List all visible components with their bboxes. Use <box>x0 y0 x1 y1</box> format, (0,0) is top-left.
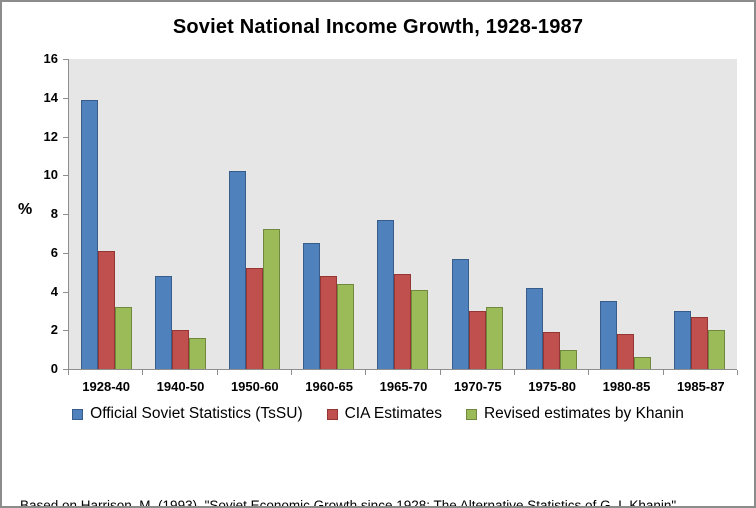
legend-swatch-icon <box>465 408 477 420</box>
bar-1975-80-official-soviet-statistics-tssu <box>525 288 543 369</box>
y-tick-mark <box>63 97 68 99</box>
legend-label: Official Soviet Statistics (TsSU) <box>90 405 303 422</box>
legend: Official Soviet Statistics (TsSU) CIA Est… <box>2 405 754 423</box>
x-tick-mark <box>217 370 218 375</box>
bar-1950-60-official-soviet-statistics-tssu <box>229 171 247 369</box>
bar-1970-75-revised-estimates-by-khanin <box>485 307 503 369</box>
y-tick-mark <box>63 175 68 177</box>
bar-group-1928-40 <box>69 59 143 369</box>
bar-1940-50-revised-estimates-by-khanin <box>188 338 206 369</box>
y-tick-mark <box>63 59 68 60</box>
x-tick-mark <box>365 370 366 375</box>
bar-group-1975-80 <box>514 59 588 369</box>
y-tick-mark <box>63 252 68 254</box>
bar-group-1970-75 <box>440 59 514 369</box>
x-tick-mark <box>737 370 738 375</box>
y-tick-label-8: 8 <box>50 206 58 221</box>
bar-group-1965-70 <box>366 59 440 369</box>
bar-group-1950-60 <box>217 59 291 369</box>
legend-label: CIA Estimates <box>344 405 442 422</box>
source-note: Based on Harrison, M. (1993), "Soviet Ec… <box>20 451 740 508</box>
bar-1950-60-cia-estimates <box>246 268 264 369</box>
y-tick-mark <box>63 330 68 332</box>
bar-1960-65-cia-estimates <box>320 276 338 369</box>
x-category-label-1975-80: 1975-80 <box>528 379 577 394</box>
y-tick-label-12: 12 <box>43 128 58 144</box>
x-category-label-1928-40: 1928-40 <box>82 379 131 394</box>
bar-group-1980-85 <box>589 59 663 369</box>
legend-item: Official Soviet Statistics (TsSU) <box>72 405 303 423</box>
y-tick-label-2: 2 <box>50 322 58 338</box>
x-category-label-1985-87: 1985-87 <box>676 379 725 394</box>
bar-1975-80-cia-estimates <box>542 332 560 369</box>
bar-1980-85-official-soviet-statistics-tssu <box>600 301 618 369</box>
bar-1970-75-cia-estimates <box>468 311 486 369</box>
y-tick-mark <box>63 291 68 293</box>
y-tick-mark <box>63 369 68 370</box>
x-tick-mark <box>68 370 69 375</box>
x-category-label-1965-70: 1965-70 <box>379 379 428 394</box>
bar-group-1940-50 <box>143 59 217 369</box>
bar-1950-60-revised-estimates-by-khanin <box>263 229 281 369</box>
bar-1965-70-cia-estimates <box>394 274 412 369</box>
x-category-label-1950-60: 1950-60 <box>230 379 279 394</box>
legend-swatch-icon <box>326 408 338 420</box>
x-category-label-1960-65: 1960-65 <box>305 379 354 394</box>
x-tick-mark <box>291 370 292 375</box>
plot-area <box>68 59 737 370</box>
bar-1940-50-cia-estimates <box>171 330 189 369</box>
bar-1985-87-cia-estimates <box>691 317 709 369</box>
bar-1975-80-revised-estimates-by-khanin <box>559 350 577 369</box>
legend-item: Revised estimates by Khanin <box>465 405 684 423</box>
y-tick-label-14: 14 <box>43 89 58 105</box>
legend-swatch-icon <box>72 408 84 420</box>
bar-group-1960-65 <box>292 59 366 369</box>
x-category-label-1980-85: 1980-85 <box>602 379 651 394</box>
bar-1985-87-revised-estimates-by-khanin <box>708 330 726 369</box>
y-tick-label-6: 6 <box>50 244 58 260</box>
bar-1965-70-official-soviet-statistics-tssu <box>377 220 395 369</box>
y-tick-label-16: 16 <box>43 51 58 66</box>
bar-1928-40-revised-estimates-by-khanin <box>114 307 132 369</box>
bar-1970-75-official-soviet-statistics-tssu <box>451 259 469 369</box>
y-tick-mark <box>63 136 68 138</box>
y-tick-label-4: 4 <box>50 283 58 299</box>
y-tick-label-10: 10 <box>43 167 58 183</box>
chart-title: Soviet National Income Growth, 1928-1987 <box>172 16 584 38</box>
bar-1960-65-official-soviet-statistics-tssu <box>303 243 321 369</box>
x-tick-mark <box>663 370 664 375</box>
legend-item: CIA Estimates <box>326 405 442 423</box>
bar-1940-50-official-soviet-statistics-tssu <box>154 276 172 369</box>
bar-1928-40-official-soviet-statistics-tssu <box>80 100 98 369</box>
bar-group-1985-87 <box>663 59 737 369</box>
x-tick-mark <box>440 370 441 375</box>
x-tick-mark <box>514 370 515 375</box>
source-line-1: Based on Harrison, M. (1993), "Soviet Ec… <box>20 498 680 508</box>
x-category-label-1970-75: 1970-75 <box>453 379 502 394</box>
legend-label: Revised estimates by Khanin <box>483 405 684 422</box>
bar-1985-87-official-soviet-statistics-tssu <box>674 311 692 369</box>
x-tick-mark <box>142 370 143 375</box>
bar-1928-40-cia-estimates <box>97 251 115 369</box>
x-tick-mark <box>588 370 589 375</box>
bar-1980-85-revised-estimates-by-khanin <box>634 357 652 369</box>
y-tick-mark <box>63 214 68 215</box>
bar-1965-70-revised-estimates-by-khanin <box>411 290 429 369</box>
y-tick-label-0: 0 <box>50 361 58 376</box>
x-category-label-1940-50: 1940-50 <box>156 379 205 394</box>
bar-1960-65-revised-estimates-by-khanin <box>337 284 355 369</box>
bar-1980-85-cia-estimates <box>617 334 635 369</box>
y-axis-label: % <box>18 201 33 218</box>
